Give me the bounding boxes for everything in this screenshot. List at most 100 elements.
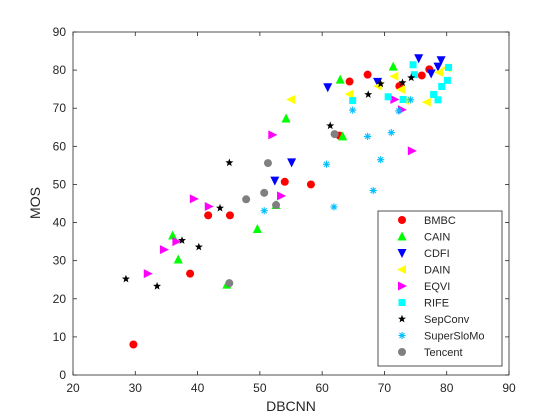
data-point [363, 70, 372, 79]
y-tick-label: 50 [53, 177, 67, 191]
data-point [345, 77, 354, 86]
data-point [330, 203, 338, 211]
data-point [399, 95, 407, 103]
legend-label: BMBC [424, 215, 456, 227]
data-point [395, 107, 403, 115]
y-axis-label: MOS [27, 187, 43, 219]
series-cdfi [270, 54, 446, 186]
data-point [349, 106, 357, 114]
legend-label: CDFI [424, 248, 450, 260]
legend-label: DAIN [424, 265, 450, 277]
data-point [153, 282, 162, 290]
data-point [159, 245, 169, 255]
y-tick-label: 10 [53, 330, 67, 344]
data-point [268, 130, 278, 140]
data-point [129, 340, 138, 349]
data-point [387, 129, 395, 137]
data-point [330, 130, 339, 139]
data-point [281, 113, 291, 123]
data-point [417, 71, 426, 80]
data-point [421, 97, 431, 107]
y-tick-label: 20 [53, 292, 67, 306]
data-point [338, 131, 348, 141]
data-point [364, 90, 373, 98]
legend-marker [397, 249, 407, 258]
data-point [287, 158, 297, 168]
data-point [434, 96, 442, 104]
data-point [390, 94, 400, 104]
data-point [369, 186, 377, 195]
data-point [178, 236, 186, 244]
legend-item: BMBC [398, 215, 456, 227]
x-tick-label: 50 [253, 381, 267, 395]
data-point [396, 85, 406, 95]
x-tick-label: 30 [129, 381, 143, 395]
data-point [443, 76, 451, 84]
data-points [121, 54, 453, 349]
y-tick-label: 80 [53, 63, 67, 77]
data-point [364, 132, 372, 141]
data-point [186, 269, 195, 278]
legend-item: CDFI [397, 248, 450, 260]
data-point [407, 73, 416, 82]
y-tick-label: 70 [53, 101, 67, 115]
data-point [121, 274, 130, 283]
data-point [242, 195, 251, 204]
data-point [270, 176, 280, 186]
data-point [445, 63, 453, 71]
data-point [373, 77, 383, 87]
data-point [143, 269, 153, 279]
data-point [410, 71, 418, 79]
data-point [377, 156, 385, 164]
legend-label: EQVI [424, 281, 450, 293]
data-point [286, 94, 295, 104]
data-point [434, 67, 444, 77]
legend-marker [398, 348, 406, 356]
data-point [389, 71, 399, 81]
y-tick-label: 30 [53, 254, 67, 268]
legend-marker [398, 299, 406, 306]
x-tick-label: 80 [440, 381, 454, 395]
legend-label: CAIN [424, 232, 450, 244]
data-point [194, 242, 203, 251]
data-point [384, 93, 392, 101]
y-tick-label: 0 [59, 368, 66, 382]
data-point [406, 96, 415, 104]
data-point [322, 160, 331, 168]
data-point [260, 207, 268, 215]
legend-marker [397, 231, 407, 241]
data-point [216, 203, 224, 212]
legend: BMBC CAIN CDFI DAIN EQVI RIFE SepConv SuperSloM… [377, 210, 503, 367]
legend-marker [398, 314, 406, 323]
legend-item: Tencent [398, 347, 463, 359]
legend-label: SuperSloMo [424, 331, 485, 343]
data-point [225, 211, 234, 220]
data-point [344, 89, 354, 99]
y-tick-label: 90 [53, 25, 67, 39]
data-point [376, 79, 385, 88]
x-tick-label: 60 [315, 381, 329, 395]
series-superslomo [260, 96, 415, 215]
data-point [349, 97, 357, 105]
series-rife [349, 61, 453, 105]
data-point [189, 194, 199, 204]
data-point [204, 211, 213, 220]
legend-item: DAIN [397, 265, 450, 277]
data-point [260, 188, 269, 197]
legend-marker [398, 216, 406, 224]
x-tick-label: 40 [191, 381, 205, 395]
data-point [272, 201, 281, 210]
data-point [433, 62, 443, 72]
x-tick-label: 70 [378, 381, 392, 395]
data-point [409, 61, 417, 69]
data-point [388, 61, 398, 71]
x-tick-label: 90 [502, 381, 516, 395]
data-point [204, 202, 214, 212]
data-point [277, 191, 287, 201]
legend-label: RIFE [424, 298, 449, 310]
legend-item: RIFE [398, 298, 449, 310]
data-point [326, 121, 335, 130]
data-point [430, 91, 438, 99]
y-tick-label: 60 [53, 139, 67, 153]
legend-label: Tencent [424, 347, 463, 359]
